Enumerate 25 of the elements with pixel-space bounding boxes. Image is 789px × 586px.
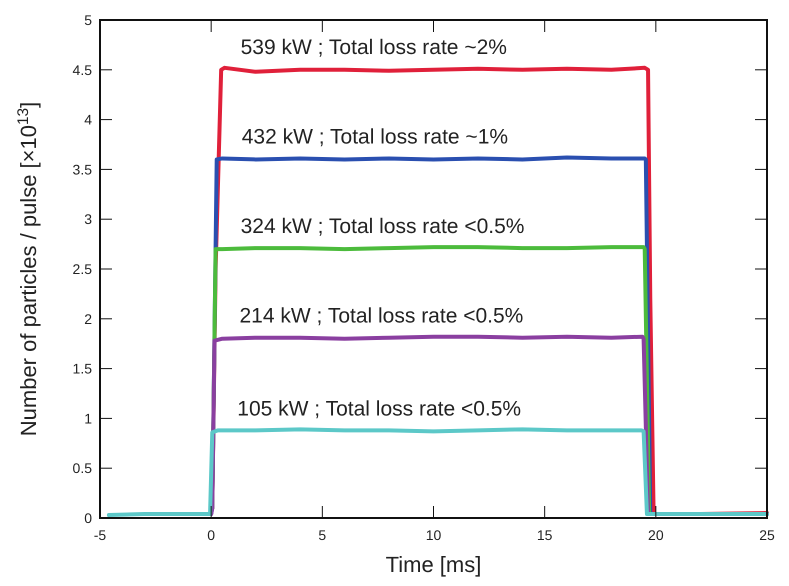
y-tick-label: 5 (84, 12, 92, 28)
series-label: 214 kW ; Total loss rate <0.5% (240, 304, 524, 328)
series-label: 105 kW ; Total loss rate <0.5% (237, 397, 522, 420)
line-series (106, 427, 769, 518)
y-tick-label: 4 (84, 112, 92, 128)
x-tick-label: -5 (94, 527, 106, 543)
x-axis-title: Time [ms] (386, 552, 482, 577)
y-tick-label: 4.5 (72, 62, 92, 78)
y-tick-label: 1.5 (72, 360, 92, 377)
y-tick-label: 2 (84, 310, 92, 327)
x-tick-label: 0 (207, 527, 216, 543)
y-tick-label: 1 (84, 410, 92, 426)
y-tick-label: 0 (84, 510, 92, 526)
series-label: 539 kW ; Total loss rate ~2% (240, 36, 507, 59)
y-tick-label: 3.5 (72, 161, 92, 178)
x-tick-label: 15 (536, 527, 553, 543)
x-tick-label: 5 (318, 527, 326, 543)
y-tick-label: 2.5 (72, 261, 92, 277)
x-tick-label: 20 (648, 527, 664, 543)
y-tick-label: 3 (84, 211, 92, 228)
x-tick-label: 25 (759, 527, 775, 543)
x-tick-label: 10 (426, 527, 442, 543)
series-label: 324 kW ; Total loss rate <0.5% (240, 215, 524, 238)
y-tick-label: 0.5 (72, 460, 92, 476)
series-label: 432 kW ; Total loss rate ~1% (242, 125, 508, 148)
